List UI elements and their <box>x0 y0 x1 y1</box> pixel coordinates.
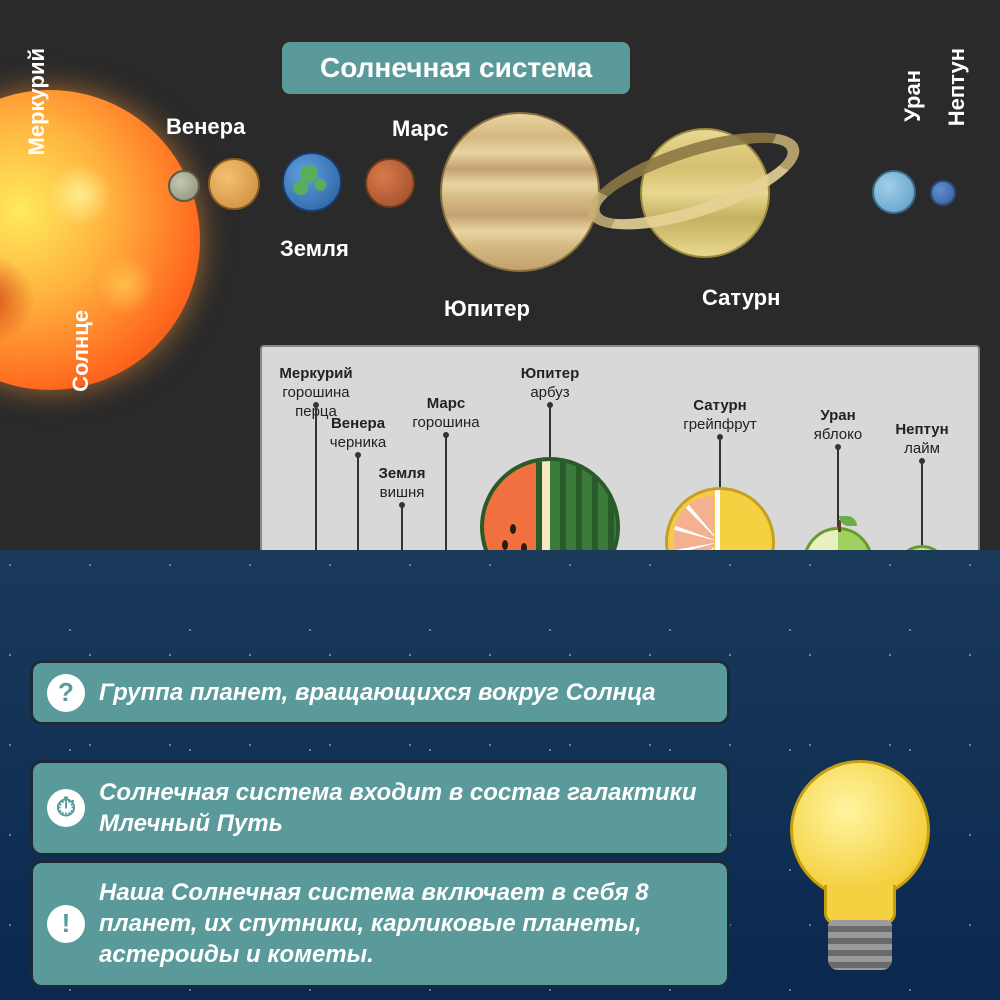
fruit-Уран <box>803 527 873 550</box>
comp-dot <box>547 402 553 408</box>
info-icon: ⏱ <box>47 789 85 827</box>
planet-neptune <box>930 180 956 206</box>
comp-dot <box>835 444 841 450</box>
info-box-1: ⏱ Солнечная система входит в состав галак… <box>30 760 730 856</box>
planet-mercury <box>168 170 200 202</box>
comp-label-Сатурн: Сатурнгрейпфрут <box>670 397 770 435</box>
info-panel: ? Группа планет, вращающихся вокруг Солнц… <box>0 550 1000 1000</box>
info-text: Группа планет, вращающихся вокруг Солнца <box>99 677 709 708</box>
comp-label-Марс: Марсгорошина <box>396 395 496 433</box>
comp-label-Нептун: Нептунлайм <box>872 421 972 459</box>
info-icon: ? <box>47 674 85 712</box>
info-text: Солнечная система входит в состав галакт… <box>99 777 709 839</box>
comp-connector <box>401 505 403 550</box>
comp-label-Венера: Венерачерника <box>308 415 408 453</box>
fruit-Сатурн <box>665 487 775 550</box>
solar-system-panel: Солнечная система Солнце Меркурий Венера З… <box>0 0 1000 550</box>
planet-label-mars: Марс <box>392 116 449 142</box>
planet-label-uranus: Уран <box>900 70 926 122</box>
info-icon: ! <box>47 905 85 943</box>
comp-connector <box>921 461 923 545</box>
planet-label-mercury: Меркурий <box>24 48 50 155</box>
comp-dot <box>443 432 449 438</box>
comp-dot <box>313 402 319 408</box>
planet-venus <box>208 158 260 210</box>
comp-label-Земля: Землявишня <box>352 465 452 503</box>
planet-label-saturn: Сатурн <box>702 285 780 311</box>
sun-label: Солнце <box>68 310 94 392</box>
planet-jupiter <box>440 112 600 272</box>
planet-label-earth: Земля <box>280 236 349 262</box>
planet-label-jupiter: Юпитер <box>444 296 530 322</box>
comp-connector <box>549 405 551 457</box>
comp-dot <box>355 452 361 458</box>
comp-dot <box>919 458 925 464</box>
planet-uranus <box>872 170 916 214</box>
title-banner: Солнечная система <box>280 40 632 96</box>
planet-label-neptune: Нептун <box>944 48 970 126</box>
comp-dot <box>717 434 723 440</box>
info-text: Наша Солнечная система включает в себя 8… <box>99 877 709 971</box>
size-comparison-panel: Меркурийгорошина перцаВенерачерникаЗемля… <box>260 345 980 550</box>
comp-dot <box>399 502 405 508</box>
info-box-2: ! Наша Солнечная система включает в себя … <box>30 860 730 988</box>
fruit-Юпитер <box>480 457 620 550</box>
planet-saturn <box>640 128 770 258</box>
lightbulb-icon <box>770 760 950 990</box>
planet-mars <box>365 158 415 208</box>
comp-connector <box>445 435 447 550</box>
planet-label-venus: Венера <box>166 114 245 140</box>
comp-connector <box>719 437 721 487</box>
comp-connector <box>837 447 839 527</box>
info-box-0: ? Группа планет, вращающихся вокруг Солнц… <box>30 660 730 725</box>
planet-earth <box>282 152 342 212</box>
comp-label-Юпитер: Юпитерарбуз <box>500 365 600 403</box>
